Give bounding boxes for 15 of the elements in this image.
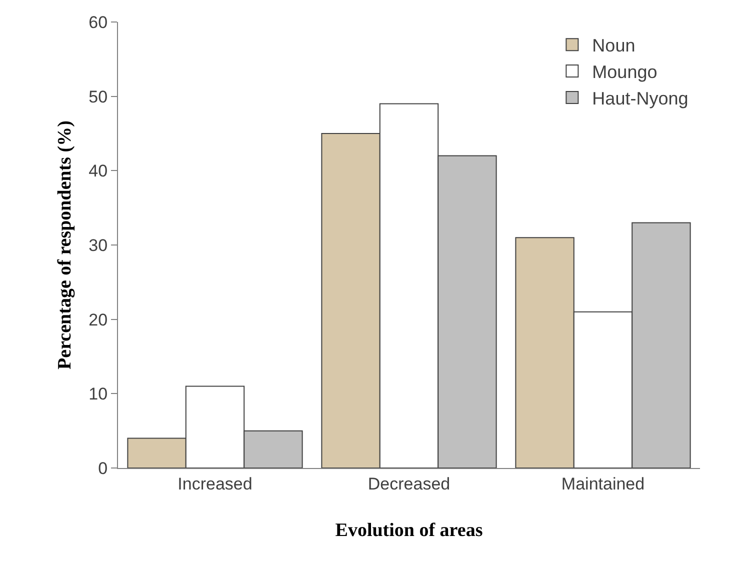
y-tick-label: 60 <box>88 12 108 32</box>
y-tick-label: 40 <box>88 162 108 181</box>
legend-label: Noun <box>592 36 636 56</box>
legend-label: Haut-Nyong <box>592 88 688 108</box>
y-tick-label: 30 <box>88 236 108 255</box>
y-tick-label: 50 <box>88 87 108 106</box>
y-tick-label: 20 <box>88 310 108 330</box>
x-tick-label: Maintained <box>561 474 645 494</box>
x-axis-title: Evolution of areas <box>335 520 483 542</box>
y-tick-label: 0 <box>98 458 108 478</box>
y-axis-title: Percentage of respondents (%) <box>54 120 76 370</box>
x-tick-label: Decreased <box>368 474 450 494</box>
y-tick-label: 10 <box>88 384 108 404</box>
legend-label: Moungo <box>592 62 658 82</box>
x-tick-label: Increased <box>178 474 252 494</box>
